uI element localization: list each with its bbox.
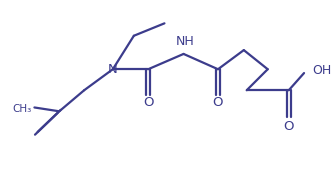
Text: O: O [284, 120, 294, 133]
Text: N: N [108, 63, 118, 76]
Text: O: O [213, 96, 223, 109]
Text: NH: NH [176, 35, 195, 48]
Text: CH₃: CH₃ [12, 104, 32, 114]
Text: O: O [143, 96, 153, 109]
Text: OH: OH [313, 64, 332, 77]
